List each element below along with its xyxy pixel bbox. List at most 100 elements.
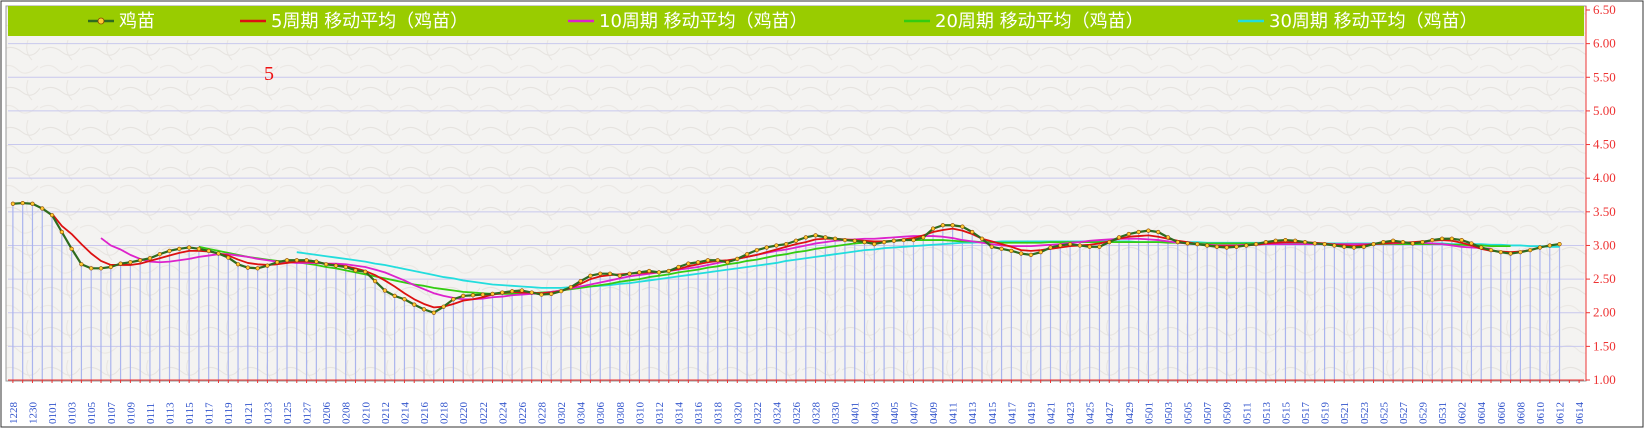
- data-point: [744, 252, 750, 257]
- x-tick-label: 0115: [184, 402, 196, 424]
- x-tick-label: 0314: [674, 402, 686, 425]
- x-tick-label: 0304: [576, 402, 588, 425]
- x-tick-label: 0320: [732, 402, 744, 425]
- data-point: [118, 261, 123, 266]
- y-tick-label: 4.00: [1593, 170, 1616, 185]
- data-point: [891, 238, 896, 243]
- data-point: [1361, 244, 1366, 249]
- annotation-label: 5: [264, 63, 274, 85]
- data-point: [343, 264, 348, 270]
- data-point: [666, 268, 671, 274]
- x-tick-label: 0614: [1574, 402, 1586, 425]
- x-tick-label: 0525: [1378, 402, 1390, 425]
- y-tick-label: 5.50: [1593, 69, 1616, 84]
- series-points: [10, 200, 1562, 315]
- data-point: [1048, 245, 1053, 250]
- y-axis: 1.00 1.50 2.00 2.50 3.00 3.50 4.00 4.50 5.00 5.50…: [1585, 2, 1616, 387]
- data-point: [372, 279, 378, 284]
- x-tick-label: 0322: [752, 402, 764, 424]
- legend-label: 10周期 移动平均（鸡苗）: [599, 11, 808, 32]
- data-point: [588, 273, 593, 278]
- data-point: [1430, 237, 1435, 243]
- data-point: [1077, 243, 1082, 248]
- x-tick-label: 0403: [869, 402, 881, 425]
- x-tick-label: 0212: [380, 402, 392, 424]
- data-point: [382, 288, 387, 293]
- data-point: [529, 290, 534, 295]
- data-point: [20, 200, 25, 206]
- data-point: [1009, 248, 1014, 253]
- x-tick-label: 0330: [830, 402, 842, 425]
- data-point: [1508, 251, 1513, 256]
- data-point: [960, 224, 965, 229]
- x-tick-label: 0407: [908, 402, 920, 425]
- x-tick-label: 0318: [713, 402, 725, 425]
- data-point: [1322, 242, 1327, 247]
- data-point: [1146, 228, 1151, 233]
- data-point: [607, 271, 613, 276]
- data-point: [1302, 239, 1308, 245]
- x-tick-label: 0423: [1065, 402, 1077, 425]
- data-point: [1371, 242, 1376, 247]
- data-point: [627, 271, 632, 276]
- data-point: [1420, 239, 1425, 245]
- data-point: [1459, 237, 1464, 243]
- data-point: [1234, 244, 1239, 249]
- data-point: [1156, 229, 1161, 235]
- data-point: [157, 252, 162, 257]
- x-tick-label: 0324: [771, 402, 783, 425]
- data-point: [314, 259, 319, 264]
- data-point: [1400, 239, 1406, 245]
- data-point: [1518, 250, 1523, 255]
- data-point: [1312, 241, 1317, 246]
- x-tick-label: 0216: [419, 402, 431, 425]
- data-point: [872, 242, 877, 247]
- y-tick-label: 1.50: [1593, 338, 1616, 353]
- y-tick-label: 5.00: [1593, 103, 1616, 118]
- data-point: [79, 262, 84, 267]
- data-point: [617, 273, 622, 278]
- data-point: [177, 246, 182, 251]
- data-point: [1253, 242, 1259, 247]
- y-tick-label: 6.50: [1593, 2, 1616, 17]
- data-point: [1488, 248, 1494, 253]
- x-tick-label: 1230: [27, 402, 39, 425]
- data-point: [226, 255, 231, 260]
- data-point: [275, 260, 280, 265]
- data-point: [1058, 243, 1063, 248]
- y-tick-label: 2.50: [1593, 271, 1616, 286]
- data-point: [881, 239, 887, 245]
- data-point: [578, 279, 583, 284]
- data-point: [138, 258, 143, 263]
- data-point: [979, 236, 985, 241]
- data-point: [676, 264, 681, 270]
- x-tick-label: 0507: [1202, 402, 1214, 425]
- data-point: [1342, 244, 1347, 249]
- x-tick-label: 0411: [948, 402, 960, 424]
- data-point: [441, 304, 446, 309]
- data-point: [930, 226, 936, 231]
- data-point: [235, 262, 241, 267]
- x-tick-label: 0119: [223, 402, 235, 424]
- data-point: [1087, 244, 1092, 249]
- y-tick-label: 6.00: [1593, 36, 1616, 51]
- data-point: [1391, 238, 1396, 243]
- data-point: [725, 260, 730, 265]
- data-point: [686, 261, 691, 266]
- data-point: [1067, 242, 1073, 247]
- data-point: [470, 293, 476, 298]
- data-point: [842, 237, 848, 243]
- data-point: [519, 288, 525, 293]
- data-point: [1224, 245, 1229, 250]
- data-point: [774, 243, 779, 248]
- data-point: [206, 248, 211, 253]
- x-tick-label: 0405: [889, 402, 901, 425]
- data-point: [186, 245, 192, 250]
- data-point: [1019, 251, 1024, 256]
- data-point: [480, 292, 485, 297]
- data-point: [98, 266, 104, 271]
- x-tick-label: 0610: [1535, 402, 1547, 425]
- x-tick-label: 0328: [811, 402, 823, 425]
- data-point: [1410, 241, 1415, 246]
